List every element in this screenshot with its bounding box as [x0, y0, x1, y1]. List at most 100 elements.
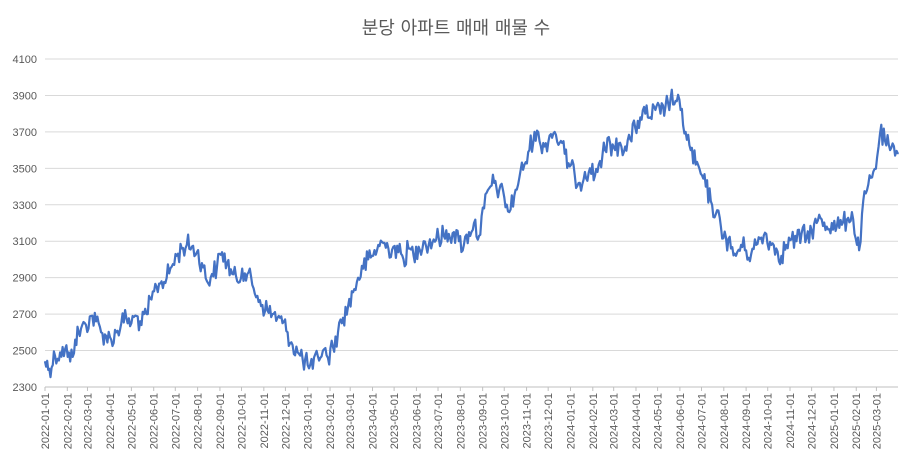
data-point: [317, 355, 319, 357]
data-point: [110, 339, 112, 341]
data-point: [392, 246, 394, 248]
y-tick-label: 4100: [13, 54, 37, 66]
chart-title: 분당 아파트 매매 매물 수: [361, 18, 551, 39]
data-point: [775, 247, 777, 250]
x-tick-label: 2023-03-01: [345, 393, 357, 449]
data-point: [488, 187, 490, 189]
data-point: [805, 236, 808, 239]
data-point: [155, 286, 158, 288]
data-point: [720, 226, 722, 228]
data-point: [695, 164, 697, 166]
data-point: [69, 360, 71, 363]
data-point: [176, 255, 178, 257]
data-point: [251, 284, 253, 286]
data-point: [493, 182, 495, 184]
data-point: [725, 236, 727, 239]
data-point: [59, 351, 61, 353]
data-point: [226, 262, 228, 264]
data-point: [332, 346, 334, 348]
data-point: [644, 113, 646, 115]
data-point: [639, 116, 641, 118]
data-point: [196, 251, 198, 253]
data-point: [276, 317, 279, 319]
data-point: [876, 156, 878, 158]
data-point: [191, 246, 193, 248]
data-point: [120, 322, 122, 324]
data-point: [448, 233, 450, 235]
data-point: [216, 266, 218, 268]
y-tick-label: 3500: [13, 163, 37, 175]
data-point: [463, 244, 465, 246]
data-point: [211, 273, 213, 275]
x-tick-label: 2024-02-01: [588, 393, 600, 449]
data-point: [629, 138, 631, 140]
data-point: [795, 240, 798, 242]
data-point: [528, 149, 531, 151]
x-tick-label: 2022-09-01: [215, 393, 227, 449]
data-point: [846, 218, 848, 220]
x-tick-label: 2022-03-01: [82, 393, 94, 449]
data-point: [858, 249, 860, 251]
data-point: [468, 231, 470, 233]
data-point: [483, 207, 485, 210]
data-point: [841, 224, 843, 226]
data-point: [48, 368, 50, 370]
series-layer: [43, 88, 899, 379]
data-point: [705, 185, 707, 188]
data-point: [664, 105, 667, 107]
data-point: [866, 189, 868, 191]
data-point: [327, 357, 329, 359]
x-tick-label: 2024-12-01: [807, 393, 819, 449]
x-tick-label: 2024-08-01: [719, 393, 731, 449]
data-point: [337, 331, 339, 333]
data-point: [674, 100, 677, 102]
y-tick-label: 3700: [13, 127, 37, 139]
y-tick-label: 2300: [13, 382, 37, 394]
x-tick-label: 2023-09-01: [478, 393, 490, 449]
data-point: [473, 222, 475, 224]
data-point: [750, 253, 752, 255]
x-tick-label: 2022-05-01: [126, 393, 138, 449]
data-point: [579, 182, 581, 184]
data-point: [740, 244, 742, 246]
data-point: [236, 280, 238, 282]
data-point: [897, 153, 899, 155]
data-point: [302, 359, 304, 361]
data-point: [564, 153, 566, 155]
data-point: [362, 267, 364, 270]
x-tick-label: 2024-06-01: [675, 393, 687, 449]
data-point: [894, 154, 896, 157]
data-point: [387, 247, 389, 250]
data-point: [523, 164, 526, 166]
data-point: [297, 351, 299, 353]
data-point: [407, 247, 410, 250]
series-line: [43, 88, 899, 379]
data-point: [730, 247, 732, 250]
data-point: [770, 244, 772, 246]
data-point: [559, 142, 561, 144]
data-point: [140, 324, 143, 326]
data-point: [884, 140, 886, 142]
data-point: [478, 235, 480, 237]
y-tick-label: 2700: [13, 309, 37, 321]
x-tick-label: 2023-04-01: [368, 393, 380, 449]
x-tick-label: 2022-11-01: [259, 393, 271, 448]
data-point: [412, 255, 415, 257]
data-point: [85, 324, 87, 326]
data-point: [372, 255, 374, 257]
data-point: [889, 149, 891, 151]
x-tick-label: 2022-07-01: [170, 393, 182, 449]
data-point: [186, 244, 188, 246]
data-point: [624, 145, 626, 148]
data-point: [135, 315, 138, 317]
data-point: [856, 244, 858, 246]
data-point: [367, 258, 369, 261]
data-point: [715, 213, 717, 215]
data-point: [166, 277, 168, 279]
data-point: [879, 133, 881, 135]
data-point: [609, 142, 611, 144]
data-point: [765, 233, 767, 235]
data-point: [760, 236, 762, 239]
data-point: [538, 140, 541, 142]
